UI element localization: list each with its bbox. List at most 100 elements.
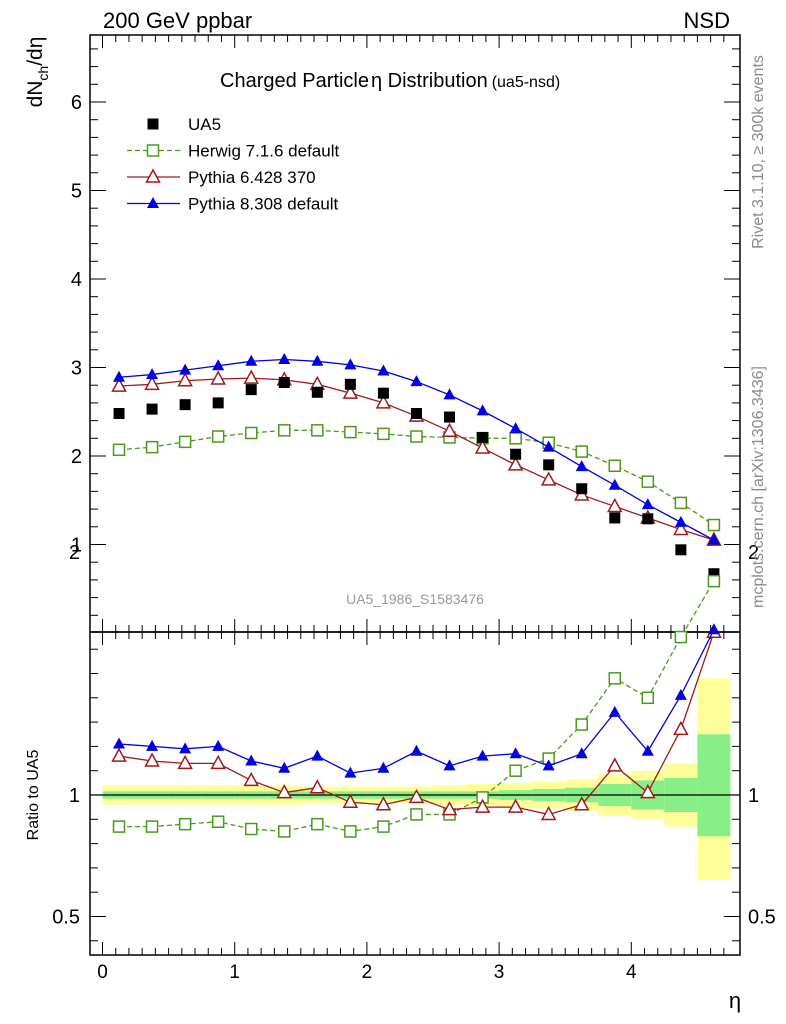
rivet-version-label: Rivet 3.1.10, ≥ 300k events: [750, 55, 767, 249]
main-point-herwig-7-1-6-default: [509, 432, 522, 445]
ratio-point-pythia-8-308-default: [476, 749, 489, 761]
main-point-pythia-8-308-default: [509, 422, 522, 434]
y-axis-label-main: dNch/dη: [24, 37, 51, 108]
main-point-ua5: [510, 448, 522, 460]
legend-marker-pythia-6-428-370: [145, 168, 161, 183]
mcplots-label: mcplots.cern.ch [arXiv:1306.3436]: [750, 366, 767, 608]
ratio-point-herwig-7-1-6-default: [575, 718, 588, 731]
ratio-point-pythia-8-308-default: [443, 759, 456, 771]
legend-marker-ua5: [147, 118, 159, 130]
main-point-herwig-7-1-6-default: [575, 445, 588, 458]
main-point-pythia-6-428-370: [673, 520, 689, 536]
ratio-point-herwig-7-1-6-default: [278, 825, 291, 838]
main-point-ua5: [708, 568, 720, 580]
inner-band-bin: [697, 734, 731, 837]
legend-marker-pythia-8-308-default: [147, 197, 159, 208]
main-point-ua5: [212, 397, 224, 409]
main-point-herwig-7-1-6-default: [311, 424, 324, 437]
main-point-pythia-8-308-default: [443, 388, 456, 400]
ratio-point-pythia-8-308-default: [509, 747, 522, 759]
main-point-herwig-7-1-6-default: [377, 427, 390, 441]
legend-label-ua5: UA5: [188, 115, 221, 134]
ratio-point-herwig-7-1-6-default: [211, 815, 225, 828]
y-tick-label-main: 4: [71, 269, 82, 291]
main-line-pythia-8-308-default: [118, 358, 715, 541]
y-tick-label-ratio: 2: [69, 542, 80, 564]
ratio-point-pythia-8-308-default: [146, 739, 159, 751]
ratio-point-pythia-8-308-default: [377, 761, 390, 773]
main-point-herwig-7-1-6-default: [707, 518, 721, 532]
main-point-ua5: [576, 483, 588, 495]
ratio-point-pythia-8-308-default: [344, 766, 357, 778]
ratio-point-pythia-8-308-default: [674, 688, 687, 700]
main-point-herwig-7-1-6-default: [145, 440, 159, 454]
main-point-pythia-6-428-370: [441, 422, 458, 437]
main-point-herwig-7-1-6-default: [244, 426, 258, 440]
ratio-point-herwig-7-1-6-default: [641, 691, 655, 705]
y-tick-label-main: 6: [71, 92, 82, 114]
main-point-herwig-7-1-6-default: [112, 443, 126, 457]
main-point-pythia-6-428-370: [243, 369, 259, 384]
main-point-pythia-6-428-370: [111, 377, 127, 392]
y-tick-label-ratio-right: 2: [748, 542, 759, 564]
main-point-pythia-6-428-370: [375, 394, 392, 409]
main-point-herwig-7-1-6-default: [178, 435, 192, 449]
main-point-pythia-6-428-370: [144, 375, 160, 391]
main-point-pythia-6-428-370: [607, 497, 623, 513]
main-point-pythia-8-308-default: [311, 354, 324, 366]
main-point-pythia-8-308-default: [245, 354, 258, 366]
main-point-ua5: [675, 544, 687, 556]
x-tick-label: 2: [362, 962, 373, 983]
ratio-point-pythia-8-308-default: [707, 623, 720, 635]
x-tick-label: 0: [97, 962, 108, 983]
ratio-point-pythia-6-428-370: [342, 793, 359, 809]
axis-ticks: [90, 35, 740, 955]
ratio-point-pythia-6-428-370: [573, 796, 590, 811]
ratio-point-herwig-7-1-6-default: [178, 817, 192, 831]
main-point-pythia-8-308-default: [608, 478, 621, 490]
chart-title: Charged Particle η Distribution (ua5-nsd): [220, 70, 560, 92]
main-point-pythia-8-308-default: [476, 404, 489, 416]
main-point-ua5: [410, 408, 422, 420]
y-tick-label-main: 2: [71, 446, 82, 468]
main-point-pythia-8-308-default: [674, 515, 687, 527]
ratio-point-herwig-7-1-6-default: [311, 817, 324, 831]
ratio-point-pythia-6-428-370: [640, 783, 656, 799]
y-tick-label-ratio: 1: [69, 785, 80, 807]
legend-marker-herwig-7-1-6-default: [146, 144, 160, 157]
ratio-point-pythia-8-308-default: [278, 761, 291, 773]
main-point-herwig-7-1-6-default: [278, 424, 291, 437]
ratio-point-herwig-7-1-6-default: [509, 764, 522, 777]
main-point-ua5: [642, 513, 654, 525]
legend-label-pythia-8-308-default: Pythia 8.308 default: [188, 195, 339, 214]
main-point-herwig-7-1-6-default: [674, 496, 688, 510]
header-left: 200 GeV ppbar: [103, 8, 252, 33]
ratio-point-pythia-6-428-370: [441, 801, 458, 816]
y-tick-label-main: 1: [71, 535, 82, 557]
ratio-point-herwig-7-1-6-default: [707, 574, 721, 588]
ratio-point-pythia-6-428-370: [408, 788, 425, 804]
ratio-point-herwig-7-1-6-default: [608, 672, 622, 685]
ratio-plot-marks: [111, 574, 722, 838]
main-point-herwig-7-1-6-default: [410, 430, 423, 443]
main-point-ua5: [113, 408, 125, 420]
main-point-pythia-8-308-default: [146, 368, 159, 380]
main-point-pythia-8-308-default: [377, 364, 390, 376]
y-tick-label-ratio-right: 0.5: [748, 907, 776, 929]
ratio-point-pythia-8-308-default: [641, 744, 654, 756]
main-point-pythia-8-308-default: [410, 375, 423, 387]
y-axis-label-ratio: Ratio to UA5: [25, 750, 42, 841]
main-point-ua5: [245, 384, 257, 396]
chart-title-tag: (ua5-nsd): [492, 74, 560, 91]
main-point-pythia-6-428-370: [474, 439, 491, 454]
main-point-ua5: [344, 378, 356, 390]
ratio-point-pythia-6-428-370: [673, 720, 689, 736]
ratio-point-pythia-6-428-370: [210, 754, 226, 770]
x-tick-label: 1: [229, 962, 240, 983]
main-point-pythia-8-308-default: [212, 359, 225, 371]
main-point-pythia-8-308-default: [278, 353, 291, 365]
x-axis-label: η: [729, 988, 741, 1013]
main-point-ua5: [311, 386, 323, 398]
